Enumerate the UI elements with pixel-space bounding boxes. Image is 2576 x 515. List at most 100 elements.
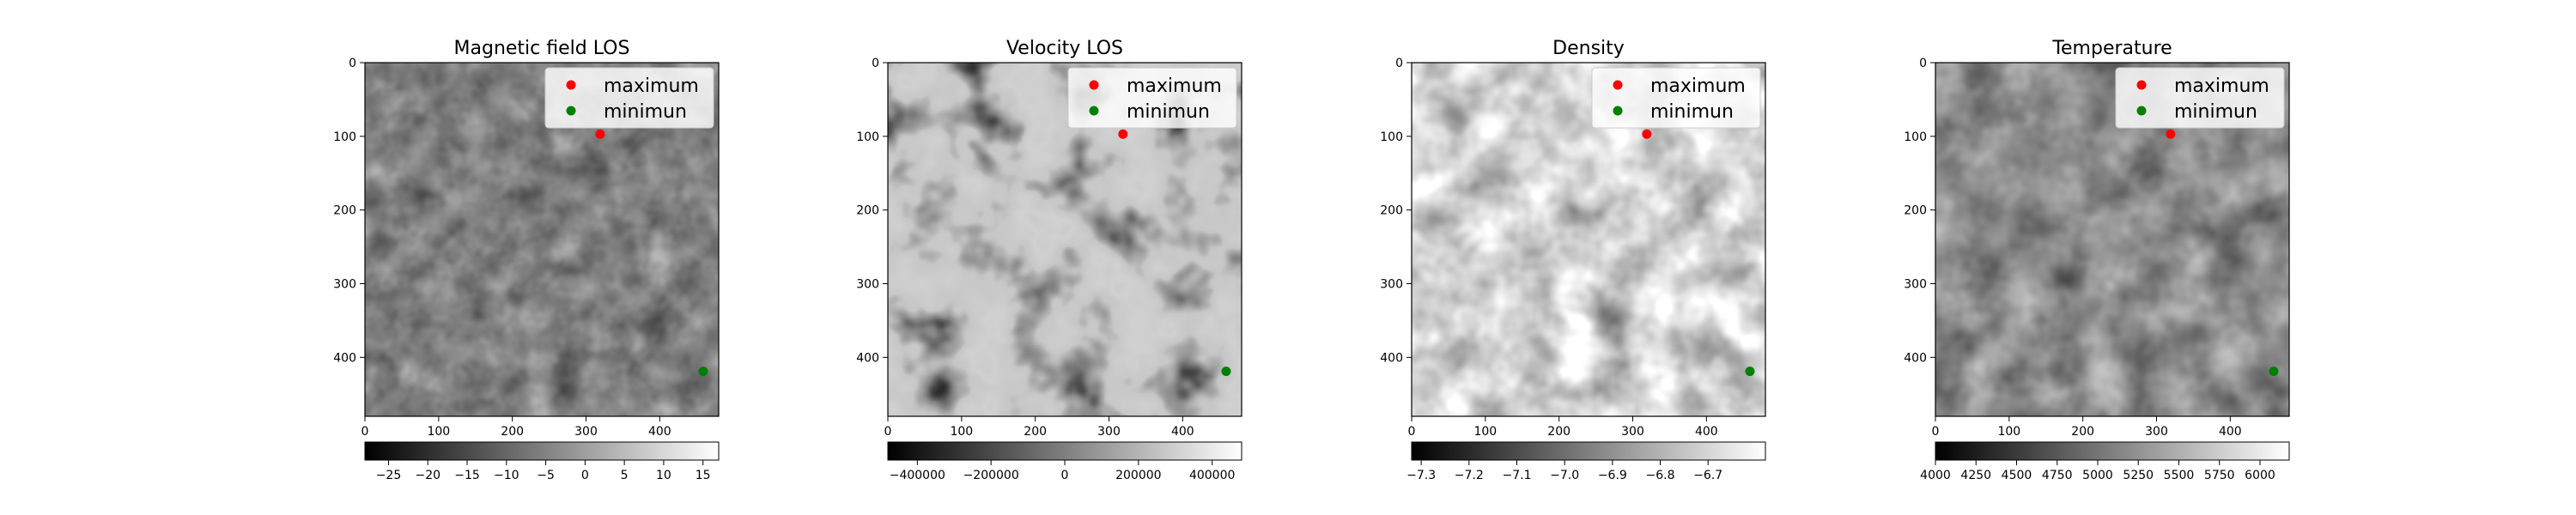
colorbar-tick-label: 6000 [2245, 469, 2275, 482]
y-tick-label: 0 [1919, 57, 1927, 70]
x-tick-label: 200 [501, 425, 524, 439]
axes-frame [364, 62, 720, 417]
panel-3: Density 0 100 200 300 400 0 100 200 300 400 maximum… [1380, 38, 1766, 482]
y-tick-label: 0 [1395, 57, 1403, 70]
colorbar-tick-label: −6.7 [1693, 469, 1722, 482]
minimum-point [698, 367, 708, 377]
colorbar-tick-label: 4250 [1960, 469, 1991, 482]
legend: maximum minimun [2115, 67, 2285, 129]
x-tick-label: 300 [574, 425, 598, 439]
legend: maximum minimun [1591, 67, 1761, 129]
legend-marker-maximum [1613, 80, 1623, 90]
legend-label: maximum [1650, 76, 1746, 97]
y-tick-label: 200 [1904, 204, 1927, 218]
minimum-point [1221, 367, 1231, 377]
maximum-point [2166, 129, 2176, 139]
y-tick-label: 200 [333, 204, 356, 218]
legend-marker-minimum [1613, 106, 1623, 116]
legend-marker-maximum [566, 80, 576, 90]
y-tick-label: 100 [856, 130, 879, 144]
colorbar-tick-label: 0 [1061, 469, 1069, 482]
colorbar-tick-label: 5750 [2204, 469, 2235, 482]
y-tick-label: 0 [349, 57, 356, 70]
legend-box [2115, 67, 2285, 129]
colorbar-tick-label: 10 [656, 469, 671, 482]
y-tick-label: 400 [333, 351, 356, 365]
y-tick-label: 300 [333, 278, 356, 292]
legend-label: maximum [2174, 76, 2269, 97]
legend-marker-maximum [2136, 80, 2147, 90]
x-tick-label: 200 [1024, 425, 1047, 439]
colorbar-tick-label: 5 [621, 469, 629, 482]
colorbar [1935, 441, 2290, 461]
maximum-point [1642, 129, 1652, 139]
x-tick-label: 300 [1621, 425, 1644, 439]
y-tick-label: 0 [872, 57, 879, 70]
colorbar-tick-label: −7.2 [1455, 469, 1484, 482]
legend-marker-minimum [2136, 106, 2147, 116]
x-tick-label: 0 [1408, 425, 1416, 439]
x-tick-label: 200 [2071, 425, 2094, 439]
colorbar-tick-label: −5 [537, 469, 555, 482]
y-tick-label: 300 [856, 278, 879, 292]
colorbar [1411, 441, 1766, 461]
legend-marker-minimum [566, 106, 576, 116]
colorbar-tick-label: 200000 [1115, 469, 1161, 482]
x-tick-label: 400 [1171, 425, 1194, 439]
y-tick-label: 200 [1380, 204, 1403, 218]
legend-label: minimun [1650, 101, 1734, 123]
legend-label: minimun [2174, 101, 2257, 123]
x-tick-label: 0 [361, 425, 369, 439]
x-tick-label: 100 [1997, 425, 2020, 439]
x-tick-label: 100 [427, 425, 450, 439]
colorbar-tick-label: −20 [415, 469, 440, 482]
colorbar-tick-label: −400000 [890, 469, 945, 482]
x-tick-label: 400 [2219, 425, 2242, 439]
y-tick-label: 100 [1904, 130, 1927, 144]
x-tick-label: 0 [1932, 425, 1940, 439]
x-tick-label: 300 [1097, 425, 1121, 439]
y-tick-label: 300 [1380, 278, 1403, 292]
legend: maximum minimun [544, 67, 714, 129]
colorbar [887, 441, 1242, 461]
panel-title: Temperature [2051, 38, 2172, 59]
colorbar-tick-label: 5250 [2123, 469, 2154, 482]
colorbar-tick-label: −10 [494, 469, 519, 482]
legend-label: minimun [604, 101, 687, 123]
y-tick-label: 200 [856, 204, 879, 218]
y-tick-label: 400 [1904, 351, 1927, 365]
minimum-point [1745, 367, 1755, 377]
colorbar-tick-label: −7.0 [1550, 469, 1579, 482]
colorbar-tick-label: 4000 [1920, 469, 1951, 482]
colorbar [364, 441, 720, 461]
colorbar-tick-label: −15 [454, 469, 480, 482]
y-tick-label: 300 [1904, 278, 1927, 292]
legend-marker-minimum [1089, 106, 1099, 116]
x-tick-label: 400 [1695, 425, 1718, 439]
panel-title: Magnetic field LOS [454, 38, 630, 59]
y-tick-label: 400 [1380, 351, 1403, 365]
legend-label: minimun [1127, 101, 1210, 123]
axes-frame [887, 62, 1242, 417]
legend-box [1067, 67, 1237, 129]
x-tick-label: 100 [1473, 425, 1497, 439]
x-tick-label: 0 [884, 425, 892, 439]
colorbar-tick-label: 5000 [2082, 469, 2113, 482]
panel-title: Velocity LOS [1006, 38, 1123, 59]
legend-box [544, 67, 714, 129]
axes-frame [1411, 62, 1766, 417]
x-tick-label: 400 [648, 425, 671, 439]
legend: maximum minimun [1067, 67, 1237, 129]
panel-title: Density [1552, 38, 1625, 59]
panel-2: Velocity LOS 0 100 200 300 400 0 100 200 300 400 ma… [856, 38, 1242, 482]
maximum-point [595, 129, 605, 139]
colorbar-tick-label: −6.8 [1646, 469, 1675, 482]
x-tick-label: 300 [2145, 425, 2168, 439]
colorbar-tick-label: 0 [581, 469, 589, 482]
legend-label: maximum [1127, 76, 1222, 97]
x-tick-label: 100 [950, 425, 973, 439]
y-tick-label: 100 [333, 130, 356, 144]
